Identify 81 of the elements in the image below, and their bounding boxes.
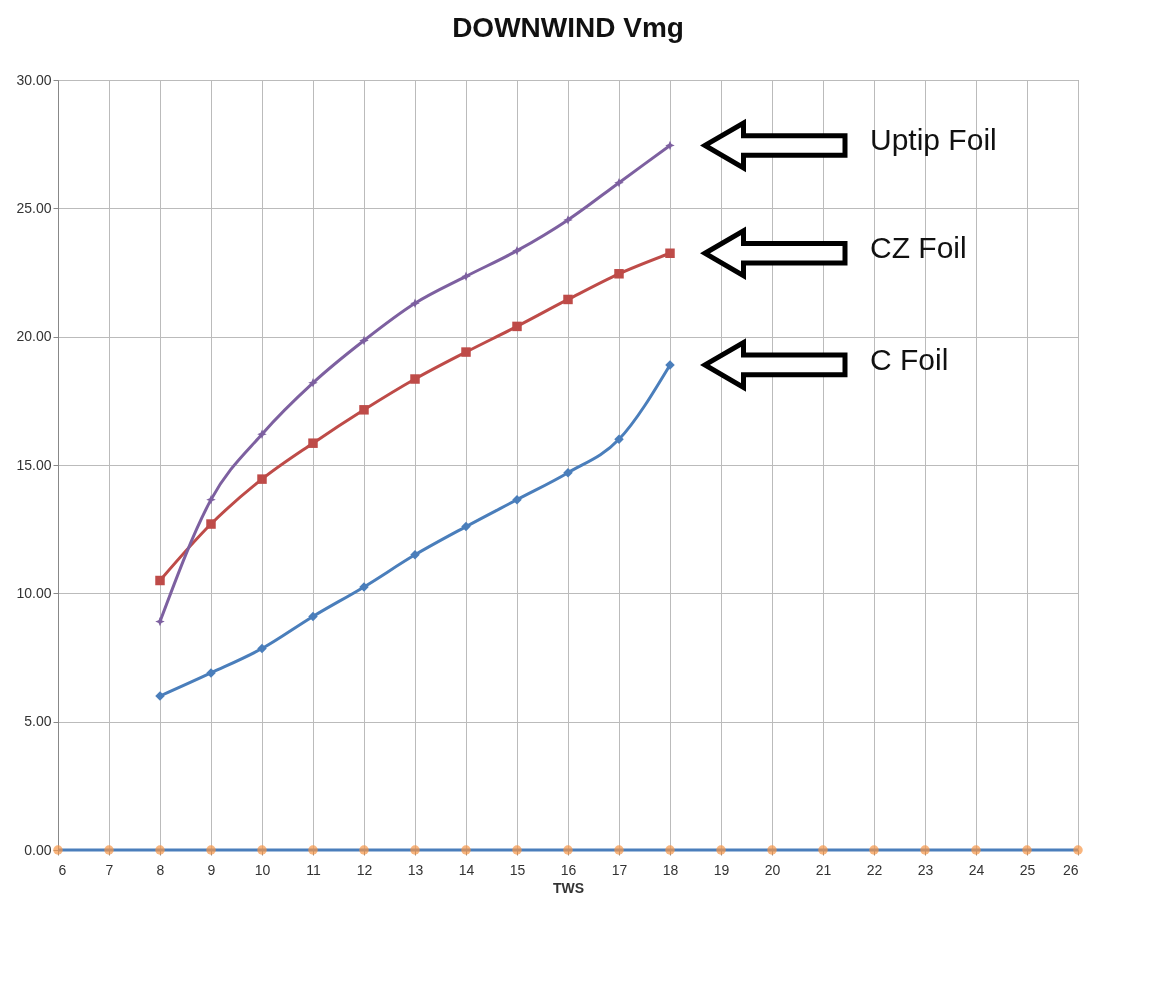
point	[359, 335, 369, 346]
x-axis-title: TWS	[552, 879, 585, 896]
point	[665, 248, 675, 258]
point	[257, 643, 267, 654]
point	[614, 434, 624, 445]
point	[512, 494, 522, 505]
x-tick-label: 11	[306, 861, 321, 878]
point	[155, 845, 165, 855]
point	[665, 845, 675, 855]
point	[512, 245, 522, 256]
point	[1022, 845, 1032, 855]
point	[257, 845, 267, 855]
point	[155, 575, 165, 586]
point	[104, 845, 114, 855]
y-tick-label: 0.00	[24, 841, 52, 858]
x-tick-label: 26	[1062, 861, 1079, 878]
point	[359, 845, 369, 855]
x-tick-label: 16	[560, 861, 577, 878]
point	[206, 845, 216, 855]
y-tick-label: 25.00	[16, 199, 52, 216]
point	[461, 271, 471, 282]
point	[869, 845, 879, 855]
x-tick-label: 15	[509, 861, 526, 878]
point	[614, 177, 624, 188]
point	[461, 347, 471, 357]
point	[410, 374, 420, 384]
x-tick-label: 13	[407, 861, 424, 878]
x-tick-label: 21	[815, 861, 832, 878]
text: C Foil	[870, 342, 949, 376]
y-tick-label: 20.00	[16, 328, 52, 345]
x-tick-label: 8	[156, 861, 165, 878]
x-tick-label: 18	[662, 861, 679, 878]
x-tick-label: 20	[764, 861, 781, 878]
point	[308, 611, 318, 622]
x-tick-label: 22	[866, 861, 883, 878]
point	[818, 845, 828, 855]
point	[563, 294, 573, 305]
x-tick-label: 24	[968, 861, 985, 878]
point	[563, 845, 573, 855]
point	[716, 845, 726, 855]
x-tick-label: 12	[356, 861, 373, 878]
point	[359, 405, 369, 415]
y-tick-label: 15.00	[16, 456, 52, 473]
point	[920, 845, 930, 855]
x-tick-label: 6	[58, 861, 67, 878]
point	[155, 616, 165, 627]
point	[206, 494, 216, 505]
point	[971, 845, 981, 855]
x-tick-label: 25	[1019, 861, 1036, 878]
point	[410, 845, 420, 855]
point	[563, 467, 573, 478]
point	[512, 845, 522, 855]
point	[614, 269, 624, 279]
y-tick-label: 10.00	[16, 584, 52, 601]
x-tick-label: 9	[207, 861, 216, 878]
x-tick-label: 17	[611, 861, 628, 878]
x-tick-label: 7	[105, 861, 114, 878]
point	[308, 845, 318, 855]
point	[257, 429, 267, 439]
text: Uptip Foil	[870, 123, 997, 157]
point	[410, 298, 420, 309]
point	[308, 378, 318, 388]
text: CZ Foil	[870, 231, 967, 265]
point	[767, 845, 777, 855]
x-tick-label: 19	[713, 861, 730, 878]
point	[563, 215, 573, 225]
x-tick-label: 10	[254, 861, 271, 878]
x-tick-label: 23	[917, 861, 934, 878]
y-tick-label: 5.00	[24, 713, 52, 730]
point	[461, 521, 471, 532]
point	[665, 140, 675, 151]
point	[308, 438, 318, 448]
chart-title: DOWNWIND Vmg	[452, 12, 684, 43]
point	[206, 519, 216, 529]
point	[461, 845, 471, 855]
point	[512, 321, 522, 332]
point	[614, 845, 624, 855]
y-tick-label: 30.00	[16, 71, 52, 88]
point	[1073, 845, 1083, 855]
x-tick-label: 14	[458, 861, 475, 878]
point	[257, 474, 267, 484]
